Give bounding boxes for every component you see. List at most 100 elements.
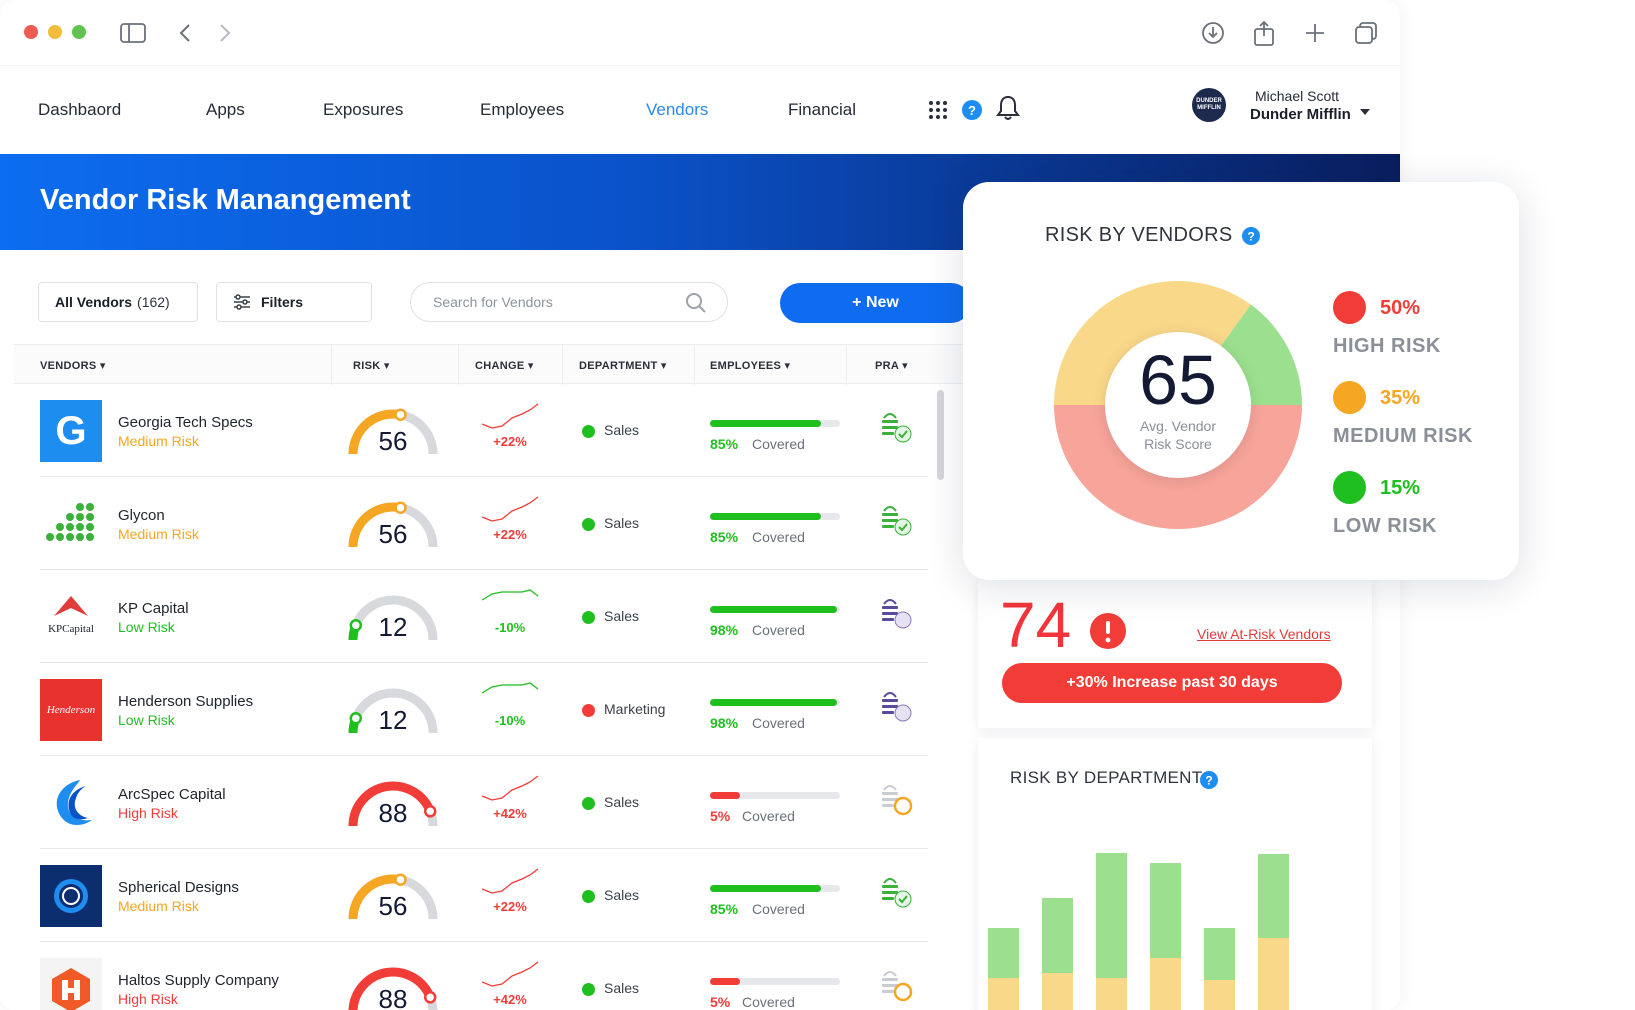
- pra-status-icon[interactable]: [878, 501, 914, 541]
- vendor-risk-level: High Risk: [118, 991, 178, 1007]
- department-help-icon[interactable]: ?: [1200, 771, 1218, 794]
- pra-status-icon[interactable]: [878, 873, 914, 913]
- tabs-overview-icon[interactable]: [1351, 18, 1381, 48]
- vendor-logo[interactable]: KPCapital: [40, 586, 102, 648]
- vendor-logo[interactable]: [40, 772, 102, 834]
- change-value: +22%: [493, 434, 527, 449]
- share-icon[interactable]: [1249, 18, 1279, 48]
- close-window-button[interactable]: [24, 25, 38, 39]
- department-label: Sales: [604, 887, 640, 903]
- vendor-name[interactable]: Glycon: [118, 507, 165, 524]
- new-vendor-button[interactable]: + New: [780, 283, 971, 323]
- vendor-logo[interactable]: G: [40, 400, 102, 462]
- main-nav: Dashbaord Apps Exposures Employees Vendo…: [0, 66, 1400, 154]
- vendor-name[interactable]: KP Capital: [118, 600, 189, 617]
- coverage-bar: [710, 699, 840, 706]
- risk-by-vendors-title: RISK BY VENDORS: [1045, 224, 1233, 246]
- dept-bar-segment: [1096, 853, 1127, 978]
- coverage-label: Covered: [752, 436, 805, 452]
- dept-bar-segment: [1150, 863, 1181, 958]
- vendor-name[interactable]: Georgia Tech Specs: [118, 414, 253, 431]
- table-row[interactable]: Glycon Medium Risk 56 +22% Sales 85% Covered: [40, 477, 928, 570]
- download-icon[interactable]: [1198, 18, 1228, 48]
- risk-gauge: 56: [344, 865, 442, 927]
- forward-icon[interactable]: [210, 18, 240, 48]
- vendor-logo[interactable]: [40, 865, 102, 927]
- pra-status-icon[interactable]: [878, 594, 914, 634]
- vendor-name[interactable]: Henderson Supplies: [118, 693, 254, 710]
- th-vendors[interactable]: VENDORS ▾: [40, 360, 106, 372]
- vendor-risk-level: Medium Risk: [118, 526, 199, 542]
- view-at-risk-vendors-link[interactable]: View At-Risk Vendors: [1197, 626, 1331, 642]
- table-row[interactable]: ArcSpec Capital High Risk 88 +42% Sales 5% Cov…: [40, 756, 928, 849]
- coverage-percent: 85%: [710, 901, 739, 917]
- nav-financial[interactable]: Financial: [788, 100, 857, 119]
- th-employees[interactable]: EMPLOYEES ▾: [710, 360, 791, 372]
- coverage-bar: [710, 420, 840, 427]
- pra-status-icon[interactable]: [878, 687, 914, 727]
- vendor-name[interactable]: Haltos Supply Company: [118, 972, 279, 989]
- risk-score: 88: [378, 984, 408, 1010]
- table-scrollbar[interactable]: [937, 390, 944, 480]
- search-input[interactable]: Search for Vendors: [410, 282, 728, 322]
- vendor-logo[interactable]: [40, 958, 102, 1010]
- coverage-label: Covered: [742, 994, 795, 1010]
- vendor-logo[interactable]: Henderson: [40, 679, 102, 741]
- table-row[interactable]: KPCapital KP Capital Low Risk 12 -10% Sales 98…: [40, 570, 928, 663]
- coverage-bar-fill: [710, 792, 740, 799]
- minimize-window-button[interactable]: [48, 25, 62, 39]
- help-icon[interactable]: ?: [962, 100, 982, 125]
- vendor-name[interactable]: Spherical Designs: [118, 879, 239, 896]
- department-dot: [582, 425, 595, 438]
- table-row[interactable]: Haltos Supply Company High Risk 88 +42% Sale…: [40, 942, 928, 1010]
- nav-vendors[interactable]: Vendors: [646, 100, 709, 119]
- all-vendors-button[interactable]: All Vendors (162): [38, 282, 198, 322]
- pra-status-icon[interactable]: [878, 780, 914, 820]
- nav-apps[interactable]: Apps: [206, 100, 245, 119]
- search-icon[interactable]: [685, 292, 707, 319]
- change-value: +42%: [493, 806, 527, 821]
- vendor-risk-level: Low Risk: [118, 619, 175, 635]
- th-change[interactable]: CHANGE ▾: [475, 360, 534, 372]
- th-risk[interactable]: RISK ▾: [353, 360, 390, 372]
- risk-gauge: 88: [344, 958, 442, 1010]
- dept-bar-segment: [1204, 928, 1235, 980]
- department-bar-chart: [988, 853, 1289, 1010]
- vendor-logo[interactable]: [40, 493, 102, 555]
- risk-score: 56: [378, 426, 408, 456]
- vendor-risk-level: Medium Risk: [118, 898, 199, 914]
- table-row[interactable]: G Georgia Tech Specs Medium Risk 56 +22% Sale…: [40, 384, 928, 477]
- nav-exposures[interactable]: Exposures: [323, 100, 404, 119]
- coverage-bar: [710, 513, 840, 520]
- pra-status-icon[interactable]: [878, 966, 914, 1006]
- change-value: +22%: [493, 527, 527, 542]
- increase-badge[interactable]: +30% Increase past 30 days: [1002, 663, 1342, 703]
- coverage-label: Covered: [742, 808, 795, 824]
- th-pra[interactable]: PRA ▾: [875, 360, 908, 372]
- bell-icon[interactable]: [996, 94, 1020, 127]
- vendor-risk-level: Low Risk: [118, 712, 175, 728]
- th-department[interactable]: DEPARTMENT ▾: [579, 360, 667, 372]
- page-title: Vendor Risk Manangement: [40, 184, 411, 216]
- vendors-help-icon[interactable]: ?: [1242, 227, 1260, 250]
- apps-grid-icon[interactable]: [928, 100, 948, 125]
- dept-bar-segment: [988, 928, 1019, 978]
- pra-status-icon[interactable]: [878, 408, 914, 448]
- nav-employees[interactable]: Employees: [480, 100, 565, 119]
- table-row[interactable]: Henderson Henderson Supplies Low Risk 12 -10…: [40, 663, 928, 756]
- user-menu-chevron-icon[interactable]: [1360, 102, 1370, 120]
- coverage-percent: 5%: [710, 994, 731, 1010]
- filters-button[interactable]: Filters: [216, 282, 372, 322]
- avatar[interactable]: DUNDER MIFFLIN: [1192, 88, 1226, 122]
- maximize-window-button[interactable]: [72, 25, 86, 39]
- table-row[interactable]: Spherical Designs Medium Risk 56 +22% Sales 8…: [40, 849, 928, 942]
- risk-score: 12: [378, 705, 408, 735]
- risk-score: 12: [378, 612, 408, 642]
- nav-dashboard[interactable]: Dashbaord: [38, 100, 122, 119]
- vendor-name[interactable]: ArcSpec Capital: [118, 786, 226, 803]
- department-label: Sales: [604, 794, 640, 810]
- svg-text:KPCapital: KPCapital: [48, 623, 94, 635]
- back-icon[interactable]: [170, 18, 200, 48]
- sidebar-toggle-icon[interactable]: [118, 18, 148, 48]
- new-tab-icon[interactable]: [1300, 18, 1330, 48]
